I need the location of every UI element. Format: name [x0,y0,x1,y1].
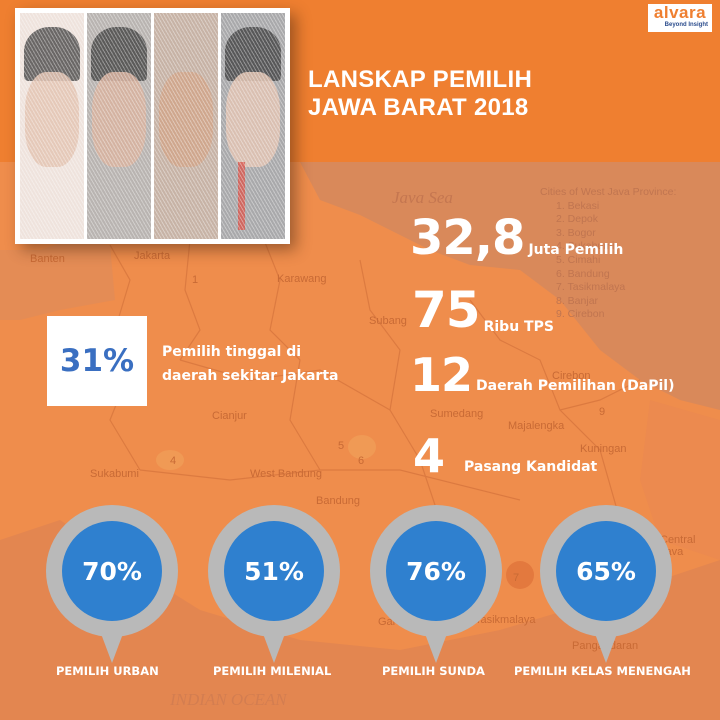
pin-label-milenial: PEMILIH MILENIAL [213,664,332,678]
candidate-photo [154,13,218,239]
pin-label-kelas-menengah: PEMILIH KELAS MENENGAH [514,664,691,678]
cities-legend: Cities of West Java Province: 1. Bekasi … [540,186,676,322]
map-label-cianjur: Cianjur [212,410,247,422]
legend-item: 5. Cimahi [556,253,601,266]
jakarta-area-description: Pemilih tinggal di daerah sekitar Jakart… [162,340,338,388]
map-label-majalengka: Majalengka [508,420,565,432]
stat-candidates: 4 Pasang Kandidat [413,433,597,479]
pin-value: 51% [244,556,304,586]
stat-value: 12 [410,348,473,402]
map-label-jakarta: Jakarta [134,250,171,262]
indian-ocean-label: INDIAN OCEAN [170,690,287,709]
description-line-2: daerah sekitar Jakarta [162,368,339,384]
stat-voters: 32,8 Juta Pemilih [410,214,623,262]
title-line-1: LANSKAP PEMILIH [308,66,533,93]
map-number-9: 9 [599,406,606,418]
legend-item: 8. Banjar [556,294,599,307]
map-number-4: 4 [170,455,177,467]
candidate-photo [20,13,84,239]
stat-label: Ribu TPS [483,319,554,335]
title-line-2: JAWA BARAT 2018 [308,94,529,121]
stat-label: Pasang Kandidat [464,459,598,475]
map-label-cirebon: Cirebon [552,370,591,382]
map-number-6: 6 [358,455,365,467]
jakarta-area-percent: 31% [59,343,135,379]
map-label-bandung: Bandung [316,495,361,507]
legend-item: 3. Bogor [556,226,596,239]
legend-item: 2. Depok [556,213,599,226]
map-label-karawang: Karawang [277,273,327,285]
pin-sunda: 76% [370,505,502,670]
stat-value: 75 [412,281,481,339]
map-number-1: 1 [192,274,199,286]
java-sea-label: Java Sea [392,188,453,207]
pin-label-urban: PEMILIH URBAN [56,664,159,678]
description-line-1: Pemilih tinggal di [162,344,302,360]
legend-title: Cities of West Java Province: [540,186,677,198]
jakarta-area-percent-box: 31% [47,316,147,406]
legend-item: 7. Tasikmalaya [556,281,626,294]
legend-item: 1. Bekasi [556,199,600,212]
pin-milenial: 51% [208,505,340,670]
map-number-7: 7 [513,572,520,584]
candidate-photo [87,13,151,239]
map-shapes [0,162,720,720]
candidates-photo-collage [15,8,290,244]
legend-item: 9. Cirebon [556,308,605,321]
logo-brand: alvara [653,3,707,22]
stat-label: Daerah Pemilihan (DaPil) [476,378,675,394]
stat-value: 4 [413,429,445,483]
stat-dapil: 12 Daerah Pemilihan (DaPil) [410,352,675,398]
map-label-tasikmalaya: Tasikmalaya [475,614,536,626]
map-label-banten: Banten [30,253,65,265]
page-title: LANSKAP PEMILIH JAWA BARAT 2018 [308,66,532,122]
pin-label-sunda: PEMILIH SUNDA [382,664,485,678]
stat-label: Juta Pemilih [528,242,624,258]
alvara-logo: alvara Beyond Insight [648,4,712,32]
legend-item: 6. Bandung [556,267,610,280]
map-number-5: 5 [338,440,345,452]
legend-item: 4. Sukabumi [556,240,615,253]
candidate-photo [221,13,285,239]
stat-value: 32,8 [410,210,525,266]
map-label-sukabumi: Sukabumi [90,468,139,480]
pin-kelas-menengah: 65% [540,505,672,670]
map-label-west-bandung: West Bandung [250,468,322,480]
map-label-sumedang: Sumedang [430,408,484,420]
map-label-kuningan: Kuningan [580,443,627,455]
pin-value: 65% [576,556,636,586]
pin-urban: 70% [46,505,178,670]
stat-tps: 75 Ribu TPS [412,285,554,335]
logo-tagline: Beyond Insight [664,22,708,28]
pin-value: 76% [406,556,466,586]
pin-value: 70% [82,556,142,586]
map-label-subang: Subang [369,315,407,327]
